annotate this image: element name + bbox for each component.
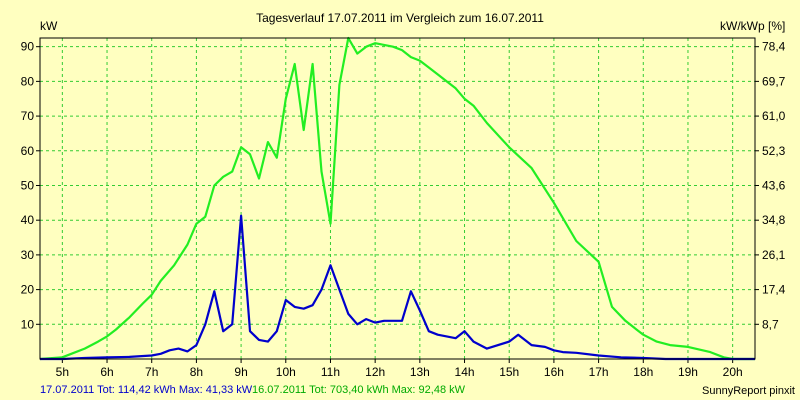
x-tick-label: 18h (633, 365, 653, 379)
y-tick-label-left: 70 (21, 109, 35, 123)
grid (40, 38, 755, 359)
credit-text: SunnyReport pinxit (702, 385, 795, 397)
y-tick-label-right: 78,4 (762, 40, 786, 54)
y-axis-left-label: kW (40, 19, 58, 33)
plot-frame (39, 37, 756, 360)
x-tick-label: 11h (321, 365, 340, 379)
x-tick-label: 8h (190, 365, 203, 379)
x-tick-label: 7h (145, 365, 158, 379)
x-axis-ticks: 5h 6h 7h 8h 9h 10h 11h 12h 13h 14h 15h 16h 17h 18h 19h… (56, 359, 743, 379)
y-tick-label-right: 69,7 (762, 74, 786, 88)
x-tick-label: 6h (100, 365, 113, 379)
y-tick-label-right: 8,7 (762, 317, 779, 331)
chart-title: Tagesverlauf 17.07.2011 im Vergleich zum… (256, 11, 544, 25)
y-tick-label-right: 61,0 (762, 109, 786, 123)
x-tick-label: 12h (365, 365, 385, 379)
x-tick-label: 16h (544, 365, 564, 379)
footer-green-summary: 16.07.2011 Tot: 703,40 kWh Max: 92,48 kW (252, 384, 466, 396)
x-tick-label: 5h (56, 365, 69, 379)
y-axis-right-label: kW/kWp [%] (720, 19, 785, 33)
x-tick-label: 14h (455, 365, 475, 379)
y-tick-label-right: 43,6 (762, 178, 786, 192)
x-tick-label: 15h (499, 365, 519, 379)
y-tick-label-left: 10 (21, 317, 35, 331)
x-tick-label: 19h (678, 365, 698, 379)
footer-blue-summary: 17.07.2011 Tot: 114,42 kWh Max: 41,33 kW (40, 384, 253, 396)
x-tick-label: 9h (234, 365, 247, 379)
series-line-17-07-2011 (40, 214, 755, 361)
y-tick-label-right: 17,4 (762, 283, 786, 297)
y-tick-label-left: 80 (21, 74, 35, 88)
y-axis-right-ticks: 8,7 17,4 26,1 34,8 43,6 52,3 61,0 69,7 78,4 (755, 40, 786, 331)
x-tick-label: 13h (410, 365, 430, 379)
x-tick-label: 10h (276, 365, 296, 379)
y-axis-left-ticks: 10 20 30 40 50 60 70 80 90 (21, 40, 40, 331)
y-tick-label-left: 60 (21, 144, 35, 158)
series-line-16-07-2011 (39, 36, 755, 361)
y-tick-label-left: 40 (21, 213, 35, 227)
series-layer (39, 36, 755, 361)
y-tick-label-left: 50 (21, 178, 35, 192)
x-tick-label: 17h (589, 365, 609, 379)
x-tick-label: 20h (723, 365, 743, 379)
y-tick-label-right: 52,3 (762, 144, 786, 158)
y-tick-label-left: 20 (21, 283, 35, 297)
y-tick-label-right: 34,8 (762, 213, 786, 227)
y-tick-label-left: 30 (21, 248, 35, 262)
y-tick-label-right: 26,1 (762, 248, 786, 262)
y-tick-label-left: 90 (21, 40, 35, 54)
